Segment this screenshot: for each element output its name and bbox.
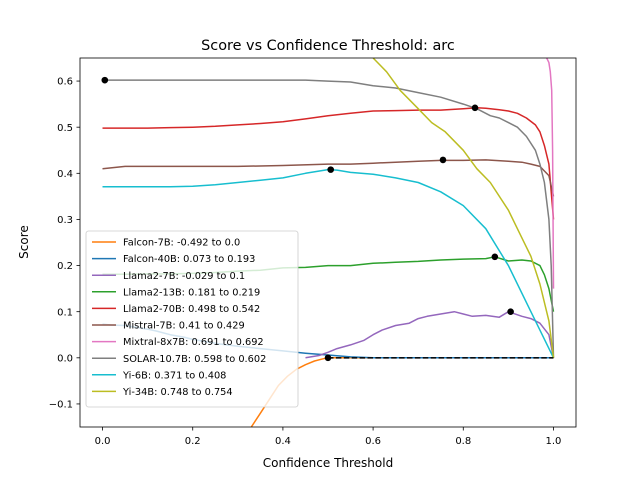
marker-point-yi-6b xyxy=(327,166,335,173)
legend-label-yi-34b: Yi-34B: 0.748 to 0.754 xyxy=(122,387,233,398)
marker-point-falcon-7b xyxy=(324,354,332,362)
x-tick-label: 0.8 xyxy=(455,436,471,447)
x-tick-label: 0.4 xyxy=(275,436,291,447)
x-tick-label: 0.2 xyxy=(185,436,201,447)
marker-point-mistral-7b xyxy=(439,156,447,164)
marker-point-solar-10-7b xyxy=(101,76,109,84)
x-axis-ticks: 0.0 0.2 0.4 0.6 0.8 1.0 xyxy=(95,427,562,447)
marker-point-llama2-70b xyxy=(471,104,479,112)
legend-label-llama2-13b: Llama2-13B: 0.181 to 0.219 xyxy=(123,287,260,298)
plot-frame xyxy=(79,57,577,428)
y-tick-label: −0.1 xyxy=(49,400,73,411)
legend-label-solar-10-7b: SOLAR-10.7B: 0.598 to 0.602 xyxy=(123,354,266,365)
y-tick-label: 0.0 xyxy=(57,353,73,364)
legend-label-mistral-7b: Mistral-7B: 0.41 to 0.429 xyxy=(123,321,245,332)
marker-point-llama2-13b xyxy=(491,253,499,261)
series-line-mixtral-8x7b xyxy=(546,58,555,289)
series-line-yi-34b xyxy=(372,58,555,358)
y-tick-label: 0.4 xyxy=(57,169,73,180)
legend: Falcon-7B: -0.492 to 0.0 Falcon-40B: 0.07… xyxy=(85,230,299,408)
legend-label-yi-6b: Yi-6B: 0.371 to 0.408 xyxy=(122,370,226,381)
x-tick-label: 1.0 xyxy=(546,436,562,447)
y-axis-label: Score xyxy=(17,225,31,259)
x-axis-label: Confidence Threshold xyxy=(263,456,393,470)
y-tick-label: 0.1 xyxy=(57,307,73,318)
x-tick-label: 0.0 xyxy=(95,436,111,447)
chart-title: Score vs Confidence Threshold: arc xyxy=(201,38,455,54)
series-line-mistral-7b xyxy=(102,159,555,197)
series-line-solar-10-7b xyxy=(102,79,555,358)
y-tick-label: 0.3 xyxy=(57,215,73,226)
legend-label-llama2-70b: Llama2-70B: 0.498 to 0.542 xyxy=(123,304,260,315)
x-tick-label: 0.6 xyxy=(365,436,381,447)
y-tick-label: 0.2 xyxy=(57,261,73,272)
y-tick-label: 0.6 xyxy=(57,77,73,88)
legend-label-llama2-7b: Llama2-7B: -0.029 to 0.1 xyxy=(123,271,245,282)
legend-box xyxy=(85,230,299,408)
series-line-llama2-70b xyxy=(102,107,555,220)
y-tick-label: 0.5 xyxy=(57,123,73,134)
y-axis-ticks: −0.1 0.0 0.1 0.2 0.3 0.4 0.5 0.6 xyxy=(49,77,80,411)
series-line-llama2-7b xyxy=(305,310,555,359)
legend-label-falcon-7b: Falcon-7B: -0.492 to 0.0 xyxy=(123,238,240,249)
legend-label-mixtral-8x7b: Mixtral-8x7B: 0.691 to 0.692 xyxy=(123,337,264,348)
marker-point-llama2-7b xyxy=(507,308,514,315)
legend-label-falcon-40b: Falcon-40B: 0.073 to 0.193 xyxy=(123,254,255,265)
marker-layer xyxy=(101,76,514,362)
